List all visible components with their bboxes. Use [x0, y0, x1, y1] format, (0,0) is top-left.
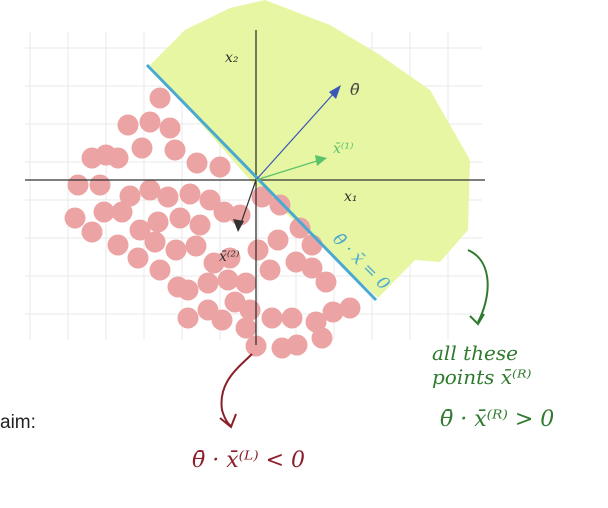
negative-point: [107, 234, 129, 256]
negative-point: [269, 194, 291, 216]
left-pointer-arrow: [220, 353, 253, 427]
annotation-right-line2: points x̄⁽ᴿ⁾: [432, 365, 531, 389]
x1-axis-label: x₁: [344, 189, 358, 205]
negative-point: [107, 147, 129, 169]
theta-vector: [255, 91, 336, 181]
x2-point-label: x̄⁽²⁾: [219, 249, 240, 265]
negative-point: [186, 152, 208, 174]
negative-point: [217, 269, 239, 291]
negative-point: [167, 276, 189, 298]
x2-axis-label: x₂: [225, 50, 239, 66]
negative-point: [165, 239, 187, 261]
negative-point: [301, 257, 323, 279]
negative-point: [139, 179, 161, 201]
negative-point: [93, 201, 115, 223]
decision-boundary: [145, 63, 378, 302]
right-pointer-arrow: [467, 249, 489, 323]
negative-point: [147, 211, 169, 233]
negative-point: [259, 259, 281, 281]
negative-point: [219, 247, 241, 269]
negative-point: [139, 111, 161, 133]
theta-label: θ̄: [350, 80, 360, 99]
negative-point: [235, 272, 257, 294]
negative-point: [209, 156, 231, 178]
annotation-left-inequality: θ̄ · x̄⁽ᴸ⁾ < 0: [192, 448, 305, 473]
negative-point: [224, 291, 246, 313]
x1-arrowhead-icon: [315, 155, 327, 166]
negative-point: [169, 207, 191, 229]
negative-point: [177, 307, 199, 329]
negative-point: [159, 117, 181, 139]
negative-point: [129, 219, 151, 241]
negative-point: [286, 334, 308, 356]
negative-point: [251, 186, 273, 208]
negative-point: [164, 139, 186, 161]
negative-point: [157, 186, 179, 208]
x2-vector: [239, 179, 257, 227]
negative-point: [179, 183, 201, 205]
negative-point: [81, 221, 103, 243]
theta-arrowhead-icon: [329, 85, 341, 99]
negative-point: [199, 189, 221, 211]
annotation-right-line1: all these: [432, 341, 518, 365]
negative-point: [289, 217, 311, 239]
negative-point: [339, 297, 361, 319]
negative-point: [127, 247, 149, 269]
negative-point: [149, 87, 171, 109]
negative-point: [281, 307, 303, 329]
negative-point: [247, 239, 269, 261]
negative-point: [235, 317, 257, 339]
negative-points: [64, 87, 361, 359]
negative-point: [203, 252, 225, 274]
negative-point: [213, 201, 235, 223]
x1-point-label: x̄⁽¹⁾: [333, 141, 354, 157]
negative-point: [117, 114, 139, 136]
negative-point: [131, 137, 153, 159]
negative-point: [301, 234, 323, 256]
negative-point: [311, 327, 333, 349]
negative-point: [89, 174, 111, 196]
annotation-right-inequality: θ̄ · x̄⁽ᴿ⁾ > 0: [440, 407, 554, 432]
negative-point: [322, 301, 344, 323]
negative-point: [67, 174, 89, 196]
negative-point: [144, 231, 166, 253]
negative-point: [185, 235, 207, 257]
right-pointer-arrowhead-icon: [469, 313, 485, 326]
positive-region: [150, 0, 470, 298]
x1-vector: [255, 159, 321, 181]
negative-point: [189, 214, 211, 236]
negative-point: [111, 201, 133, 223]
negative-point: [305, 311, 327, 333]
negative-point: [197, 272, 219, 294]
claim-label: aim:: [0, 412, 36, 433]
x2-arrowhead-icon: [233, 219, 244, 232]
negative-point: [315, 271, 337, 293]
negative-point: [245, 335, 267, 357]
negative-point: [211, 309, 233, 331]
negative-point: [285, 251, 307, 273]
negative-point: [261, 307, 283, 329]
negative-point: [119, 185, 141, 207]
left-pointer-arrowhead-icon: [219, 413, 237, 429]
negative-point: [64, 207, 86, 229]
negative-point: [149, 259, 171, 281]
negative-point: [267, 229, 289, 251]
negative-point: [81, 147, 103, 169]
